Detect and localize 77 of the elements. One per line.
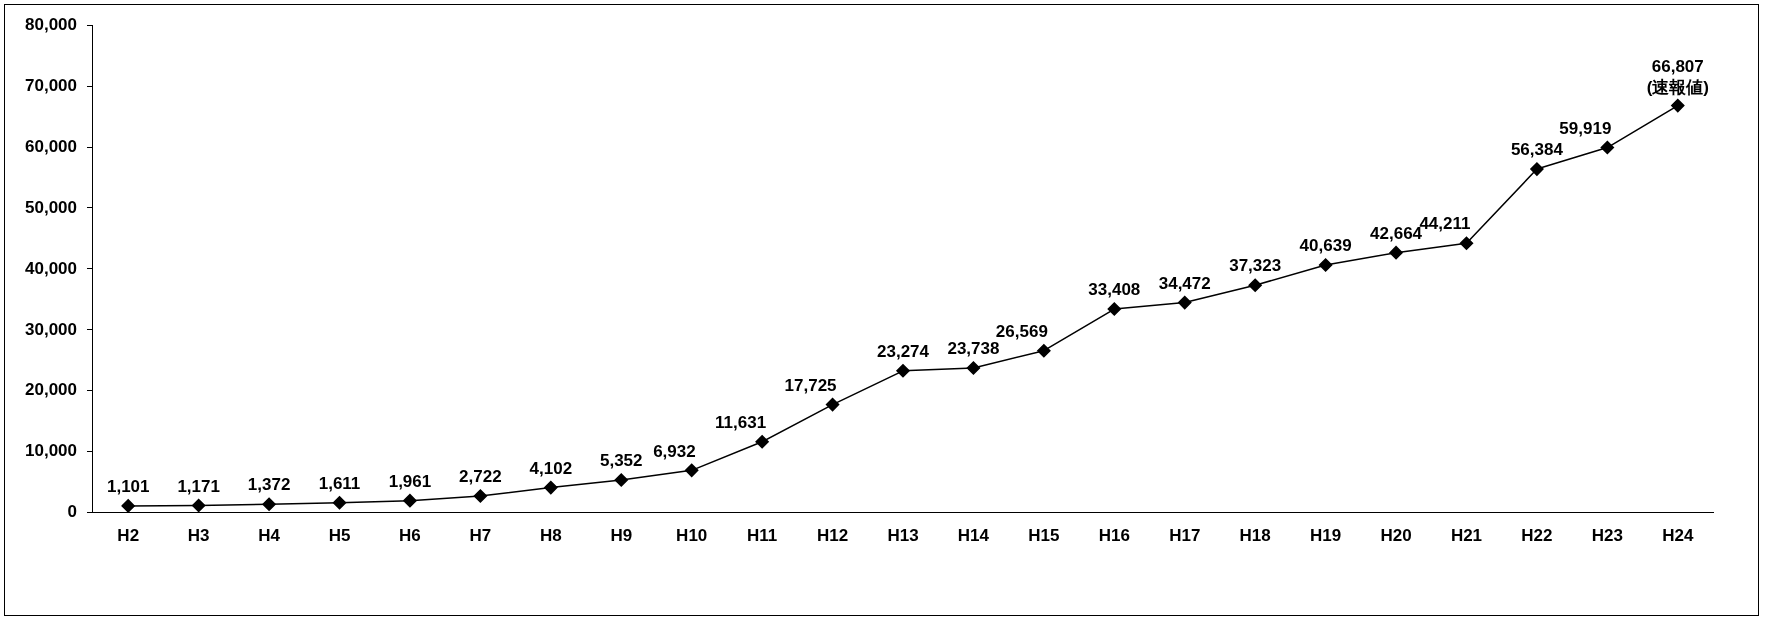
data-label: 34,472 (1158, 273, 1211, 293)
data-label: 26,569 (995, 321, 1048, 341)
x-tick-label: H21 (1450, 526, 1483, 546)
point (1248, 278, 1262, 292)
point (614, 473, 629, 487)
x-tick-label: H18 (1239, 526, 1271, 546)
data-label: 1,101 (106, 477, 150, 497)
data-label: 59,919 (1559, 118, 1612, 138)
point (755, 434, 769, 449)
y-tick-label: 0 (67, 502, 77, 522)
point (544, 480, 558, 495)
x-tick-label: H17 (1169, 526, 1201, 546)
y-tick-label: 30,000 (25, 319, 77, 339)
point (1459, 236, 1474, 250)
x-tick-label: H24 (1662, 526, 1694, 546)
x-tick-label: H10 (676, 526, 708, 546)
data-label: 1,961 (388, 471, 432, 491)
data-label: 1,611 (318, 473, 361, 493)
point (473, 489, 488, 503)
y-tick-label: 40,000 (25, 258, 77, 278)
point (1107, 302, 1122, 316)
x-tick-label: H7 (469, 526, 492, 546)
data-label: 1,171 (177, 476, 220, 496)
data-label: 11,631 (715, 412, 767, 432)
y-tick-label: 50,000 (25, 197, 77, 217)
point (1318, 258, 1333, 272)
data-label: 40,639 (1299, 236, 1352, 256)
x-tick-label: H19 (1310, 526, 1342, 546)
annotation: (速報値) (1646, 77, 1709, 97)
data-label: 23,274 (877, 341, 930, 361)
x-tick-label: H4 (258, 526, 281, 546)
point (896, 364, 910, 378)
point (121, 499, 135, 513)
x-tick-label: H11 (747, 526, 778, 546)
data-label: 33,408 (1088, 280, 1141, 300)
data-label: 66,807 (1651, 56, 1704, 76)
point (1389, 245, 1403, 260)
point (403, 493, 417, 508)
point (825, 397, 840, 412)
y-tick-label: 70,000 (25, 75, 77, 95)
x-tick-label: H20 (1380, 526, 1412, 546)
x-tick-label: H3 (187, 526, 210, 546)
point (966, 361, 981, 375)
x-tick-label: H14 (957, 526, 990, 546)
point (1671, 98, 1685, 113)
y-tick-label: 60,000 (25, 136, 77, 156)
x-tick-label: H12 (816, 526, 849, 546)
x-tick-label: H16 (1098, 526, 1130, 546)
data-label: 23,738 (947, 339, 1000, 359)
x-tick-label: H2 (117, 526, 140, 546)
x-tick-label: H8 (539, 526, 562, 546)
y-tick-label: 20,000 (25, 380, 77, 400)
x-tick-label: H9 (610, 526, 633, 546)
point (262, 497, 276, 511)
point (1037, 343, 1051, 358)
point (1530, 162, 1544, 176)
y-tick-label: 10,000 (25, 441, 77, 461)
data-label: 56,384 (1510, 140, 1564, 160)
x-tick-label: H15 (1028, 526, 1060, 546)
point (332, 496, 347, 510)
data-label: 1,372 (247, 475, 291, 495)
x-tick-label: H6 (399, 526, 421, 546)
x-tick-label: H13 (887, 526, 919, 546)
y-tick-label: 80,000 (25, 14, 77, 34)
data-label: 6,932 (653, 441, 696, 461)
data-label: 17,725 (784, 375, 837, 395)
point (191, 498, 206, 513)
data-label: 5,352 (599, 451, 643, 471)
data-label: 2,722 (459, 467, 502, 487)
x-tick-label: H23 (1591, 526, 1623, 546)
x-tick-label: H22 (1521, 526, 1553, 546)
data-label: 4,102 (529, 458, 573, 478)
x-tick-label: H5 (328, 526, 351, 546)
point (1177, 295, 1192, 310)
point (684, 463, 699, 478)
data-label: 37,323 (1229, 256, 1282, 276)
point (1600, 140, 1615, 155)
